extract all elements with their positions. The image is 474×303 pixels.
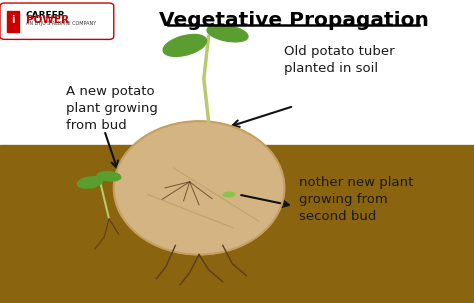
Ellipse shape [207, 25, 248, 42]
Ellipse shape [77, 177, 103, 188]
FancyBboxPatch shape [0, 3, 114, 39]
Text: nother new plant
growing from
second bud: nother new plant growing from second bud [299, 176, 413, 223]
Text: AN BYJU'S ALUMNI COMPANY: AN BYJU'S ALUMNI COMPANY [26, 21, 96, 26]
Text: A new potato
plant growing
from bud: A new potato plant growing from bud [66, 85, 158, 132]
Ellipse shape [97, 172, 121, 181]
Text: Old potato tuber
planted in soil: Old potato tuber planted in soil [284, 45, 395, 75]
Text: CAREER: CAREER [26, 11, 65, 20]
Bar [0, 145, 474, 303]
Text: i: i [11, 15, 15, 25]
Ellipse shape [114, 121, 284, 255]
Text: Vegetative Propagation: Vegetative Propagation [159, 11, 429, 30]
Bar [7, 11, 19, 32]
Text: POWER: POWER [26, 15, 69, 25]
Ellipse shape [163, 35, 207, 56]
Ellipse shape [223, 192, 235, 197]
Bar [0, 0, 474, 145]
